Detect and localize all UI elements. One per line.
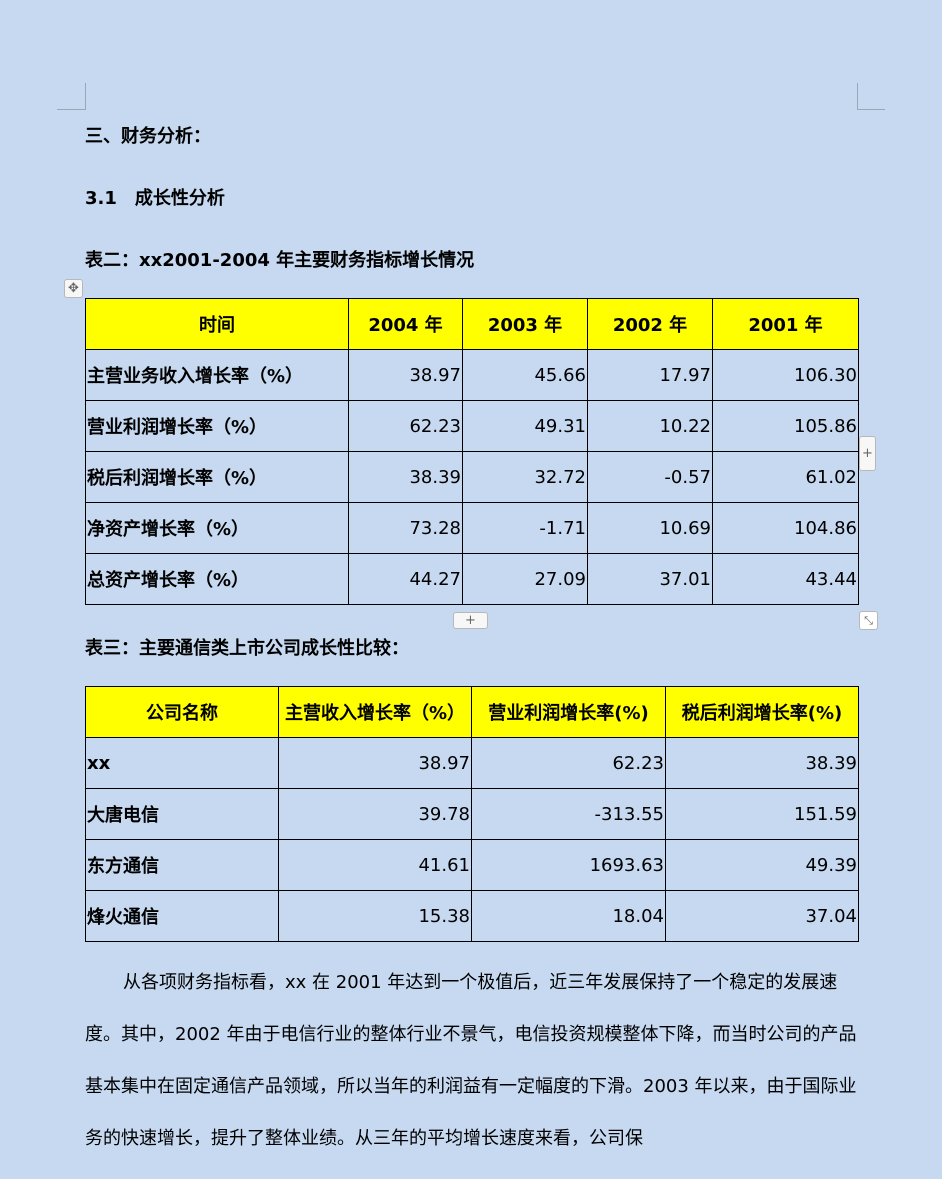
row-label: 净资产增长率（%）	[85, 502, 349, 554]
table3: 公司名称 主营收入增长率（%） 营业利润增长率(%) 税后利润增长率(%) xx…	[85, 686, 859, 942]
cell: 32.72	[462, 451, 588, 503]
cell: 105.86	[712, 400, 859, 452]
cell: 15.38	[278, 890, 472, 942]
cell: 49.39	[665, 839, 859, 891]
table-row: 主营业务收入增长率（%） 38.97 45.66 17.97 106.30	[85, 349, 859, 401]
cell: 106.30	[712, 349, 859, 401]
table2: 时间 2004 年 2003 年 2002 年 2001 年 主营业务收入增长率…	[85, 298, 859, 605]
cell: 10.69	[587, 502, 713, 554]
table-header-row: 公司名称 主营收入增长率（%） 营业利润增长率(%) 税后利润增长率(%)	[85, 686, 859, 738]
cell: 38.39	[665, 737, 859, 789]
table-row: 营业利润增长率（%） 62.23 49.31 10.22 105.86	[85, 400, 859, 452]
header-cell: 2003 年	[462, 298, 588, 350]
cell: 62.23	[471, 737, 666, 789]
company-name: 烽火通信	[85, 890, 279, 942]
table-row: 东方通信 41.61 1693.63 49.39	[85, 839, 859, 891]
cell: 27.09	[462, 553, 588, 605]
margin-corner-mark	[857, 83, 858, 110]
row-label: 税后利润增长率（%）	[85, 451, 349, 503]
table-row: 烽火通信 15.38 18.04 37.04	[85, 890, 859, 942]
header-cell: 公司名称	[85, 686, 279, 738]
add-column-button[interactable]: +	[859, 436, 876, 471]
row-label: 总资产增长率（%）	[85, 553, 349, 605]
subsection-heading: 3.1 成长性分析	[85, 188, 225, 209]
margin-corner-mark	[57, 109, 85, 110]
cell: 37.04	[665, 890, 859, 942]
cell: 1693.63	[471, 839, 666, 891]
cell: 10.22	[587, 400, 713, 452]
plus-icon: +	[465, 613, 476, 628]
header-cell: 时间	[85, 298, 349, 350]
move-icon: ✥	[68, 281, 79, 296]
cell: 17.97	[587, 349, 713, 401]
cell: 49.31	[462, 400, 588, 452]
company-name: 大唐电信	[85, 788, 279, 840]
header-cell: 营业利润增长率(%)	[471, 686, 666, 738]
table2-caption: 表二：xx2001-2004 年主要财务指标增长情况	[85, 250, 475, 271]
cell: 38.39	[348, 451, 463, 503]
cell: 151.59	[665, 788, 859, 840]
cell: 41.61	[278, 839, 472, 891]
cell: 45.66	[462, 349, 588, 401]
table-header-row: 时间 2004 年 2003 年 2002 年 2001 年	[85, 298, 859, 350]
row-label: 主营业务收入增长率（%）	[85, 349, 349, 401]
table-row: 税后利润增长率（%） 38.39 32.72 -0.57 61.02	[85, 451, 859, 503]
cell: 44.27	[348, 553, 463, 605]
company-name: 东方通信	[85, 839, 279, 891]
table3-caption: 表三：主要通信类上市公司成长性比较：	[85, 638, 409, 659]
cell: 18.04	[471, 890, 666, 942]
cell: 39.78	[278, 788, 472, 840]
table-row: 大唐电信 39.78 -313.55 151.59	[85, 788, 859, 840]
cell: 73.28	[348, 502, 463, 554]
company-name: xx	[85, 737, 279, 789]
section-heading: 三、财务分析：	[85, 126, 211, 147]
cell: 38.97	[348, 349, 463, 401]
table-move-handle[interactable]: ✥	[64, 279, 83, 298]
add-row-button[interactable]: +	[453, 612, 488, 629]
cell: 43.44	[712, 553, 859, 605]
header-cell: 税后利润增长率(%)	[665, 686, 859, 738]
margin-corner-mark	[857, 109, 885, 110]
cell: -0.57	[587, 451, 713, 503]
cell: 61.02	[712, 451, 859, 503]
paragraph-text: 从各项财务指标看，xx 在 2001 年达到一个极值后，近三年发展保持了一个稳定…	[85, 972, 857, 1149]
table-row: 总资产增长率（%） 44.27 27.09 37.01 43.44	[85, 553, 859, 605]
table-row: 净资产增长率（%） 73.28 -1.71 10.69 104.86	[85, 502, 859, 554]
cell: 62.23	[348, 400, 463, 452]
resize-icon: ⤡	[864, 614, 873, 627]
cell: -1.71	[462, 502, 588, 554]
table-resize-handle[interactable]: ⤡	[859, 611, 878, 630]
cell: -313.55	[471, 788, 666, 840]
table-row: xx 38.97 62.23 38.39	[85, 737, 859, 789]
plus-icon: +	[862, 446, 873, 461]
body-paragraph: 从各项财务指标看，xx 在 2001 年达到一个极值后，近三年发展保持了一个稳定…	[85, 957, 858, 1165]
header-cell: 2002 年	[587, 298, 713, 350]
header-cell: 2004 年	[348, 298, 463, 350]
cell: 104.86	[712, 502, 859, 554]
margin-corner-mark	[85, 83, 86, 110]
header-cell: 2001 年	[712, 298, 859, 350]
cell: 38.97	[278, 737, 472, 789]
cell: 37.01	[587, 553, 713, 605]
header-cell: 主营收入增长率（%）	[278, 686, 472, 738]
row-label: 营业利润增长率（%）	[85, 400, 349, 452]
